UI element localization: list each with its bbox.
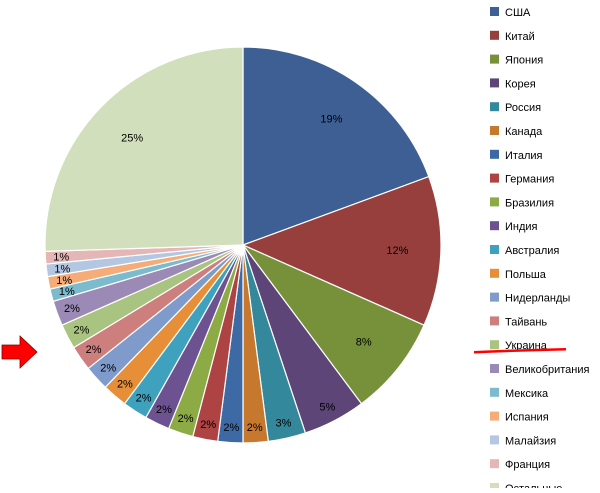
legend-swatch-12 <box>490 292 499 302</box>
pie-data-labels: 19%12%8%5%3%2%2%2%2%2%2%2%2%2%2%2%1%1%1%… <box>53 113 408 434</box>
legend-swatch-3 <box>490 78 499 88</box>
data-label-8: 2% <box>178 413 194 425</box>
annotations <box>1 335 567 369</box>
legend-label-0: США <box>505 7 531 19</box>
legend-swatch-19 <box>490 459 499 469</box>
legend-swatch-6 <box>490 149 499 159</box>
data-label-0: 19% <box>320 113 342 125</box>
legend-swatch-11 <box>490 268 499 278</box>
data-label-14: 2% <box>74 324 90 336</box>
legend-label-15: Великобритания <box>505 364 590 376</box>
pie-slice-1 <box>241 175 442 326</box>
legend-swatch-13 <box>490 316 499 326</box>
data-label-9: 2% <box>156 404 172 416</box>
highlight-underline <box>473 347 567 354</box>
data-label-13: 2% <box>86 344 102 356</box>
legend-swatch-9 <box>490 221 499 231</box>
legend-swatch-15 <box>490 364 499 373</box>
data-label-19: 1% <box>53 252 69 264</box>
data-label-5: 2% <box>247 422 263 434</box>
legend-label-19: Франция <box>505 459 550 471</box>
legend-label-2: Япония <box>505 55 543 67</box>
data-label-15: 2% <box>64 303 80 315</box>
pie-slice-2 <box>241 243 425 405</box>
legend-swatch-5 <box>490 126 499 135</box>
data-label-4: 3% <box>276 418 292 430</box>
data-label-2: 8% <box>356 336 372 348</box>
legend-swatch-20 <box>490 483 499 492</box>
data-label-10: 2% <box>136 393 152 405</box>
pie-slice-20 <box>44 46 244 252</box>
data-label-18: 1% <box>54 263 70 275</box>
legend-swatch-14 <box>490 340 499 350</box>
legend-swatch-4 <box>490 102 499 112</box>
legend-swatch-18 <box>490 435 499 445</box>
data-label-1: 12% <box>386 245 408 257</box>
data-label-12: 2% <box>100 363 116 375</box>
legend-label-8: Бразилия <box>505 197 554 209</box>
legend-swatch-1 <box>490 30 499 40</box>
chart-legend: США Китай Япония Корея Россия Канада Италия Гер… <box>490 7 590 493</box>
legend-label-1: Китай <box>505 31 535 43</box>
legend-label-20: Остальные <box>505 483 562 488</box>
data-label-3: 5% <box>319 402 335 414</box>
legend-swatch-2 <box>490 54 499 64</box>
legend-label-10: Австралия <box>505 245 559 257</box>
legend-label-4: Россия <box>505 102 541 114</box>
legend-swatch-17 <box>490 411 499 421</box>
legend-label-7: Германия <box>505 174 554 186</box>
legend-label-6: Италия <box>505 150 543 162</box>
legend-swatch-8 <box>490 197 499 207</box>
legend-swatch-7 <box>490 173 499 183</box>
pie-slice-0 <box>242 46 430 246</box>
legend-label-18: Малайзия <box>505 435 556 447</box>
data-label-6: 2% <box>223 422 239 434</box>
pie-slices <box>44 46 442 444</box>
legend-label-17: Испания <box>505 412 549 424</box>
legend-label-5: Канада <box>505 126 543 138</box>
highlight-arrow <box>1 335 38 369</box>
data-label-20: 25% <box>121 133 143 145</box>
legend-swatch-10 <box>490 245 499 254</box>
data-label-17: 1% <box>56 275 72 287</box>
legend-label-11: Польша <box>505 269 547 281</box>
data-label-11: 2% <box>117 379 133 391</box>
legend-label-16: Мексика <box>505 388 549 400</box>
legend-label-9: Индия <box>505 221 538 233</box>
legend-swatch-16 <box>490 387 499 397</box>
data-label-7: 2% <box>200 419 216 431</box>
legend-label-12: Нидерланды <box>505 293 570 305</box>
legend-swatch-0 <box>490 7 499 16</box>
legend-label-3: Корея <box>505 78 536 90</box>
legend-label-13: Тайвань <box>505 316 547 328</box>
data-label-16: 1% <box>59 286 75 298</box>
